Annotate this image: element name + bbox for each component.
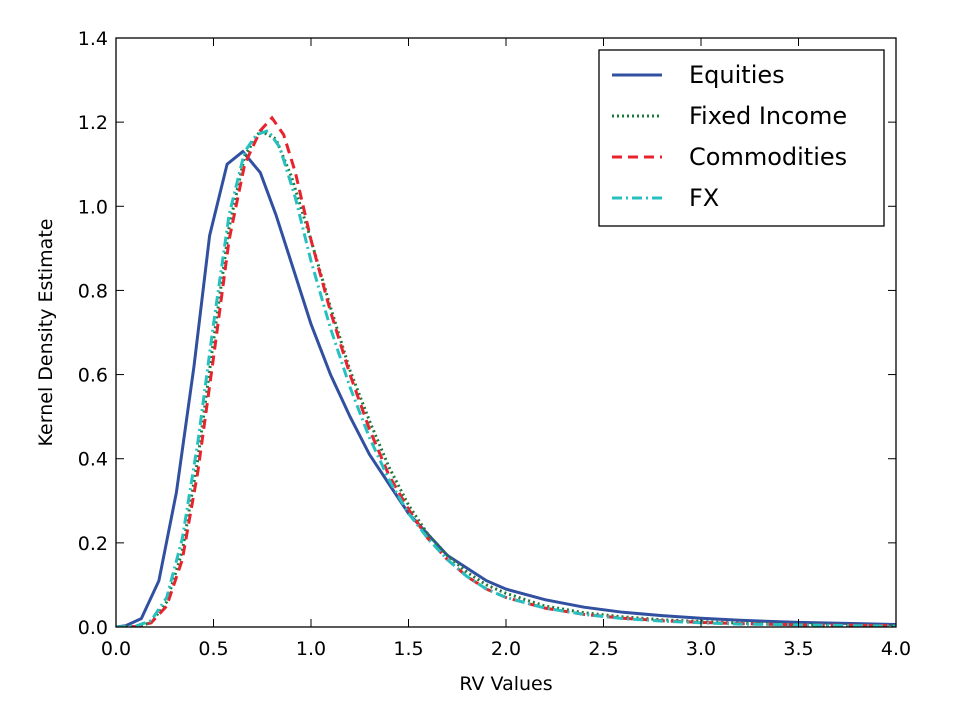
y-tick-label: 0.4 [78, 449, 108, 471]
x-tick-label: 2.5 [588, 638, 618, 660]
series-line-fx [116, 128, 896, 627]
legend-label: Fixed Income [689, 102, 847, 130]
x-tick-label: 1.5 [393, 638, 423, 660]
legend-label: FX [689, 184, 719, 212]
plot-area [116, 115, 896, 627]
x-tick-label: 4.0 [881, 638, 911, 660]
legend-label: Equities [689, 61, 785, 89]
y-tick-label: 0.0 [78, 617, 108, 639]
y-tick-label: 0.2 [78, 533, 108, 555]
x-tick-label: 1.0 [296, 638, 326, 660]
legend-label: Commodities [689, 143, 847, 171]
x-tick-label: 0.5 [198, 638, 228, 660]
y-tick-label: 0.8 [78, 280, 108, 302]
axes: 0.0 0.5 1.0 1.5 2.0 2.5 3.0 3.5 4.0 0.0 0.2 0.4 0.6 0… [78, 28, 911, 660]
x-tick-label: 0.0 [101, 638, 131, 660]
y-tick-label: 1.0 [78, 196, 108, 218]
x-tick-label: 3.5 [783, 638, 813, 660]
y-axis-title: Kernel Density Estimate [35, 219, 57, 447]
y-tick-label: 0.6 [78, 365, 108, 387]
x-tick-label: 2.0 [491, 638, 521, 660]
x-tick-label: 3.0 [686, 638, 716, 660]
series-line-equities [116, 149, 896, 627]
x-axis-title: RV Values [459, 673, 552, 695]
series-line-commodities [116, 115, 896, 627]
legend: Equities Fixed Income Commodities FX [598, 49, 885, 227]
y-tick-label: 1.4 [78, 28, 108, 50]
y-tick-label: 1.2 [78, 112, 108, 134]
